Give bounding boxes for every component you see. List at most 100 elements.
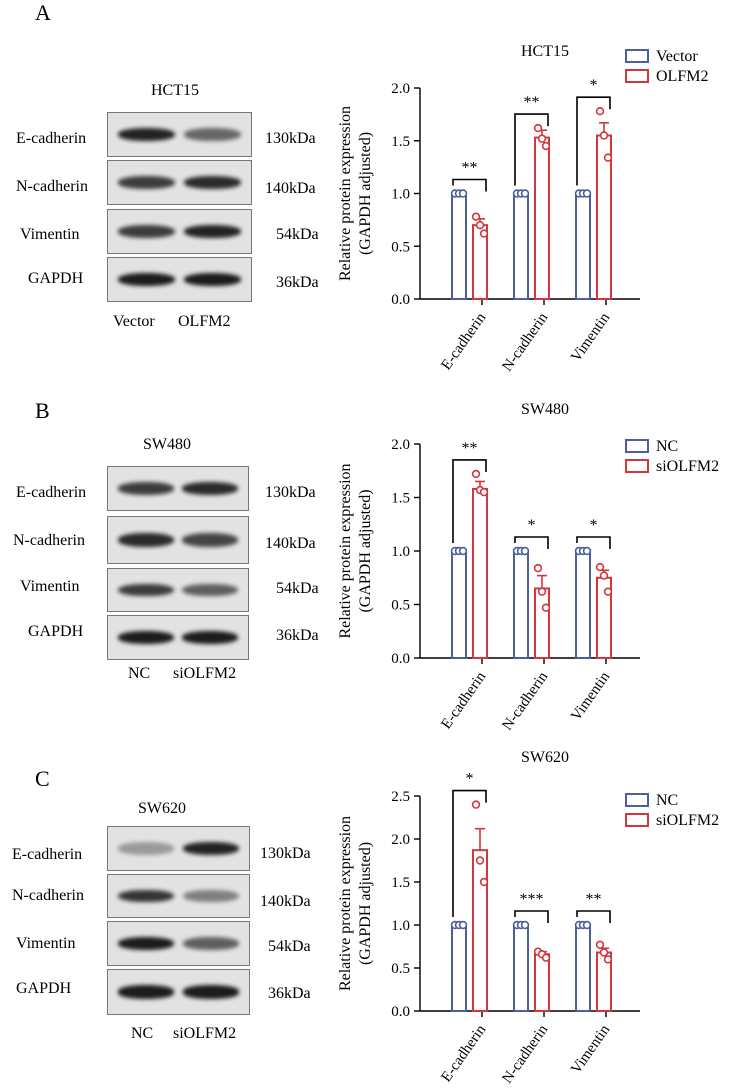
blot-band [182,842,240,855]
kda-label: 140kDa [265,535,316,552]
kda-label: 36kDa [268,985,311,1002]
blot-band [183,176,241,189]
kda-label: 130kDa [265,484,316,501]
y-tick-label: 2.5 [391,789,410,805]
blot-strip-gapdh [107,257,252,302]
data-point [599,571,609,580]
data-point [537,134,547,143]
bar-chart: SW480 Relative protein expression (GAPDH a… [337,401,719,734]
significance-bracket [514,536,549,549]
panel-label: B [35,398,50,423]
y-axis-label: (GAPDH adjusted) [357,489,374,612]
bar [513,192,529,300]
row-label-e-cadherin: E-cadherin [12,846,83,863]
blot-strip-e-cadherin [107,112,252,157]
x-tick-label: N-cadherin [499,669,551,734]
blot-strip-vimentin [107,209,252,254]
y-tick-label: 2.0 [391,832,410,848]
bar [534,953,550,1013]
blot-title: SW480 [143,436,191,453]
bar [451,192,467,300]
legend-label: OLFM2 [656,68,708,85]
row-label-gapdh: GAPDH [28,270,84,287]
blot-title: HCT15 [151,82,199,99]
data-point [541,141,551,151]
data-point [458,920,468,930]
y-axis-label: Relative protein expression [337,106,354,281]
y-tick-label: 0.0 [391,651,410,667]
y-tick-label: 0.5 [391,598,410,614]
row-label-e-cadherin: E-cadherin [16,484,87,501]
significance-label: * [590,77,598,94]
row-label-vimentin: Vimentin [16,935,76,952]
blot-band [183,225,241,238]
legend-swatch [625,793,649,807]
bar [575,924,591,1012]
blot-band [182,631,239,644]
row-label-n-cadherin: N-cadherin [16,178,88,195]
y-tick-label: 0.5 [391,961,410,977]
chart-title: SW620 [521,749,569,766]
bar [575,192,591,300]
kda-label: 36kDa [276,274,319,291]
kda-label: 54kDa [268,938,311,955]
blot-band [182,583,239,597]
bar [534,587,550,659]
significance-bracket [452,789,487,917]
data-point [475,220,485,230]
data-point [520,920,530,930]
lane-label-control: NC [131,1025,154,1042]
panel-label: A [35,0,51,25]
y-tick-label: 1.5 [391,134,410,150]
x-tick-label: N-cadherin [499,1022,551,1087]
significance-label: *** [520,891,544,908]
data-point [595,940,605,949]
lane-label-treated: OLFM2 [178,313,231,330]
bar [575,550,591,659]
y-tick-label: 1.0 [391,918,410,934]
y-tick-label: 0.0 [391,1004,410,1020]
data-point [541,603,551,612]
x-tick-label: Vimentin [568,669,613,724]
blot-band [182,937,240,950]
data-point [599,948,609,957]
blot-band [117,583,174,597]
blot-band [118,225,176,238]
x-tick-label: N-cadherin [499,310,551,375]
data-point [582,189,592,198]
y-tick-label: 1.0 [391,187,410,203]
y-axis-label: (GAPDH adjusted) [357,842,374,965]
blot-strip-gapdh [107,969,250,1015]
y-tick-label: 1.5 [391,491,410,507]
blot-strip-e-cadherin [107,466,249,511]
bar [534,136,550,300]
significance-label: ** [524,94,540,111]
blot-band [117,889,175,903]
kda-label: 140kDa [260,893,311,910]
row-label-vimentin: Vimentin [20,578,80,595]
bar [513,924,529,1012]
blot-strip-vimentin [107,921,250,966]
y-axis-label: Relative protein expression [337,816,354,991]
significance-bracket [514,113,549,186]
blot-band [182,482,239,495]
bar-chart: SW620 Relative protein expression (GAPDH a… [337,749,719,1087]
legend-swatch [625,459,649,473]
chart-title: HCT15 [521,43,569,60]
significance-label: * [590,517,598,534]
blot-strip-e-cadherin [107,826,250,871]
legend-label: siOLFM2 [656,458,719,475]
data-point [471,469,481,479]
bar [472,487,488,659]
blot-band [182,889,240,903]
kda-label: 130kDa [260,845,311,862]
kda-label: 130kDa [265,130,316,147]
kda-label: 54kDa [276,226,319,243]
blot-band [117,842,175,855]
row-label-n-cadherin: N-cadherin [12,887,84,904]
data-point [541,953,551,962]
y-tick-label: 1.0 [391,544,410,560]
bar [451,550,467,659]
legend-label: Vector [656,48,698,65]
data-point [471,212,481,221]
